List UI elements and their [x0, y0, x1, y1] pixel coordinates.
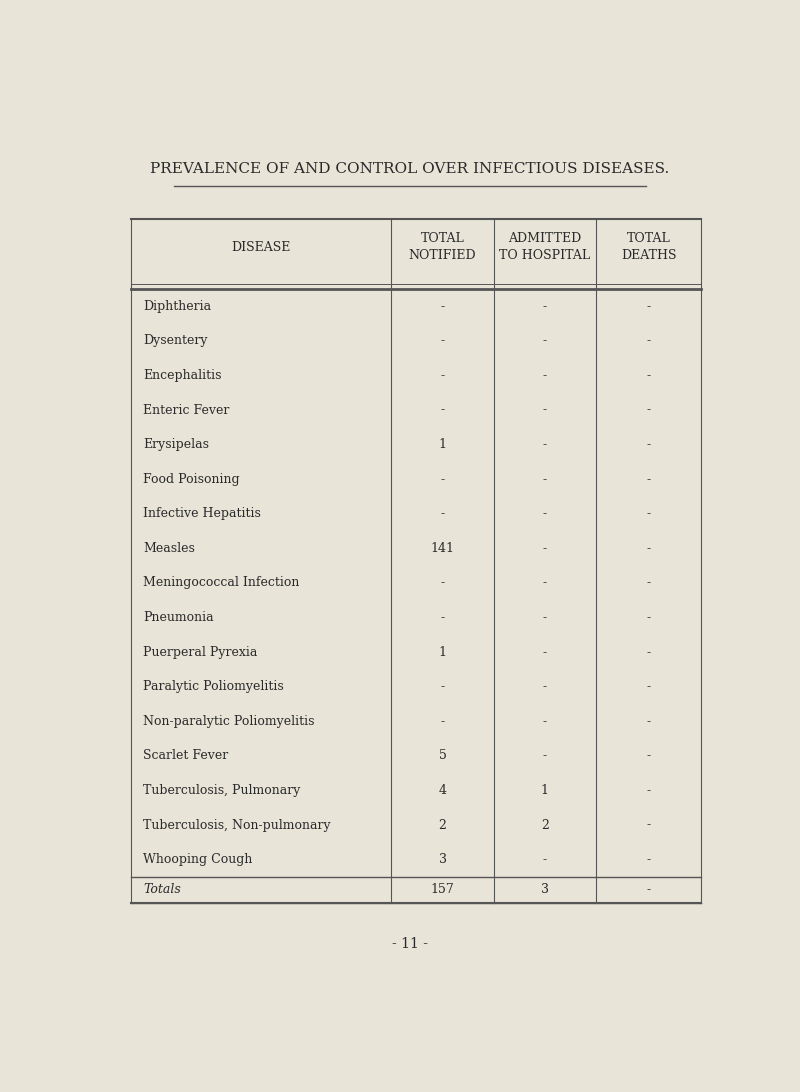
Text: -: -: [441, 334, 445, 347]
Text: -: -: [646, 369, 650, 382]
Text: -: -: [646, 473, 650, 486]
Text: -: -: [542, 473, 547, 486]
Text: -: -: [542, 645, 547, 658]
Text: -: -: [542, 715, 547, 727]
Text: 2: 2: [541, 819, 549, 831]
Text: -: -: [646, 749, 650, 762]
Text: -: -: [441, 577, 445, 590]
Text: 2: 2: [438, 819, 446, 831]
Text: Whooping Cough: Whooping Cough: [143, 853, 253, 866]
Text: Pneumonia: Pneumonia: [143, 612, 214, 624]
Text: -: -: [646, 334, 650, 347]
Text: Dysentery: Dysentery: [143, 334, 208, 347]
Text: Encephalitis: Encephalitis: [143, 369, 222, 382]
Text: -: -: [646, 680, 650, 693]
Text: Tuberculosis, Non-pulmonary: Tuberculosis, Non-pulmonary: [143, 819, 331, 831]
Text: TOTAL
NOTIFIED: TOTAL NOTIFIED: [409, 233, 476, 262]
Text: 1: 1: [541, 784, 549, 797]
Text: Food Poisoning: Food Poisoning: [143, 473, 240, 486]
Text: Diphtheria: Diphtheria: [143, 300, 211, 313]
Text: -: -: [441, 715, 445, 727]
Text: -: -: [542, 508, 547, 521]
Text: -: -: [646, 819, 650, 831]
Text: -: -: [441, 300, 445, 313]
Text: 1: 1: [438, 438, 446, 451]
Text: Paralytic Poliomyelitis: Paralytic Poliomyelitis: [143, 680, 284, 693]
Text: Enteric Fever: Enteric Fever: [143, 404, 230, 417]
Text: Scarlet Fever: Scarlet Fever: [143, 749, 229, 762]
Text: -: -: [542, 577, 547, 590]
Text: -: -: [441, 404, 445, 417]
Text: -: -: [646, 883, 650, 897]
Text: -: -: [646, 577, 650, 590]
Text: 3: 3: [541, 883, 549, 897]
Text: -: -: [441, 369, 445, 382]
Text: ADMITTED
TO HOSPITAL: ADMITTED TO HOSPITAL: [499, 233, 590, 262]
Text: Totals: Totals: [143, 883, 181, 897]
Text: -: -: [646, 438, 650, 451]
Text: 4: 4: [438, 784, 446, 797]
Text: TOTAL
DEATHS: TOTAL DEATHS: [621, 233, 677, 262]
Text: 5: 5: [438, 749, 446, 762]
Text: 141: 141: [430, 542, 454, 555]
Text: - 11 -: - 11 -: [392, 937, 428, 951]
Text: -: -: [542, 404, 547, 417]
Text: DISEASE: DISEASE: [231, 241, 291, 254]
Text: -: -: [542, 680, 547, 693]
Text: Tuberculosis, Pulmonary: Tuberculosis, Pulmonary: [143, 784, 301, 797]
Text: -: -: [646, 542, 650, 555]
Text: -: -: [542, 542, 547, 555]
Text: Puerperal Pyrexia: Puerperal Pyrexia: [143, 645, 258, 658]
Text: -: -: [441, 680, 445, 693]
Text: -: -: [646, 612, 650, 624]
Text: -: -: [542, 749, 547, 762]
Text: -: -: [542, 334, 547, 347]
Text: -: -: [646, 300, 650, 313]
Text: -: -: [542, 369, 547, 382]
Text: -: -: [441, 473, 445, 486]
Text: Infective Hepatitis: Infective Hepatitis: [143, 508, 262, 521]
Text: -: -: [441, 508, 445, 521]
Text: -: -: [646, 853, 650, 866]
Text: -: -: [542, 300, 547, 313]
Text: Non-paralytic Poliomyelitis: Non-paralytic Poliomyelitis: [143, 715, 315, 727]
Text: -: -: [542, 853, 547, 866]
Text: -: -: [441, 612, 445, 624]
Text: Measles: Measles: [143, 542, 195, 555]
Text: -: -: [646, 645, 650, 658]
Text: Erysipelas: Erysipelas: [143, 438, 210, 451]
Text: -: -: [646, 784, 650, 797]
Text: -: -: [646, 508, 650, 521]
Text: -: -: [646, 404, 650, 417]
Text: 157: 157: [430, 883, 454, 897]
Text: -: -: [646, 715, 650, 727]
Text: 3: 3: [438, 853, 446, 866]
Text: -: -: [542, 438, 547, 451]
Text: 1: 1: [438, 645, 446, 658]
Text: PREVALENCE OF AND CONTROL OVER INFECTIOUS DISEASES.: PREVALENCE OF AND CONTROL OVER INFECTIOU…: [150, 162, 670, 176]
Text: -: -: [542, 612, 547, 624]
Text: Meningococcal Infection: Meningococcal Infection: [143, 577, 300, 590]
